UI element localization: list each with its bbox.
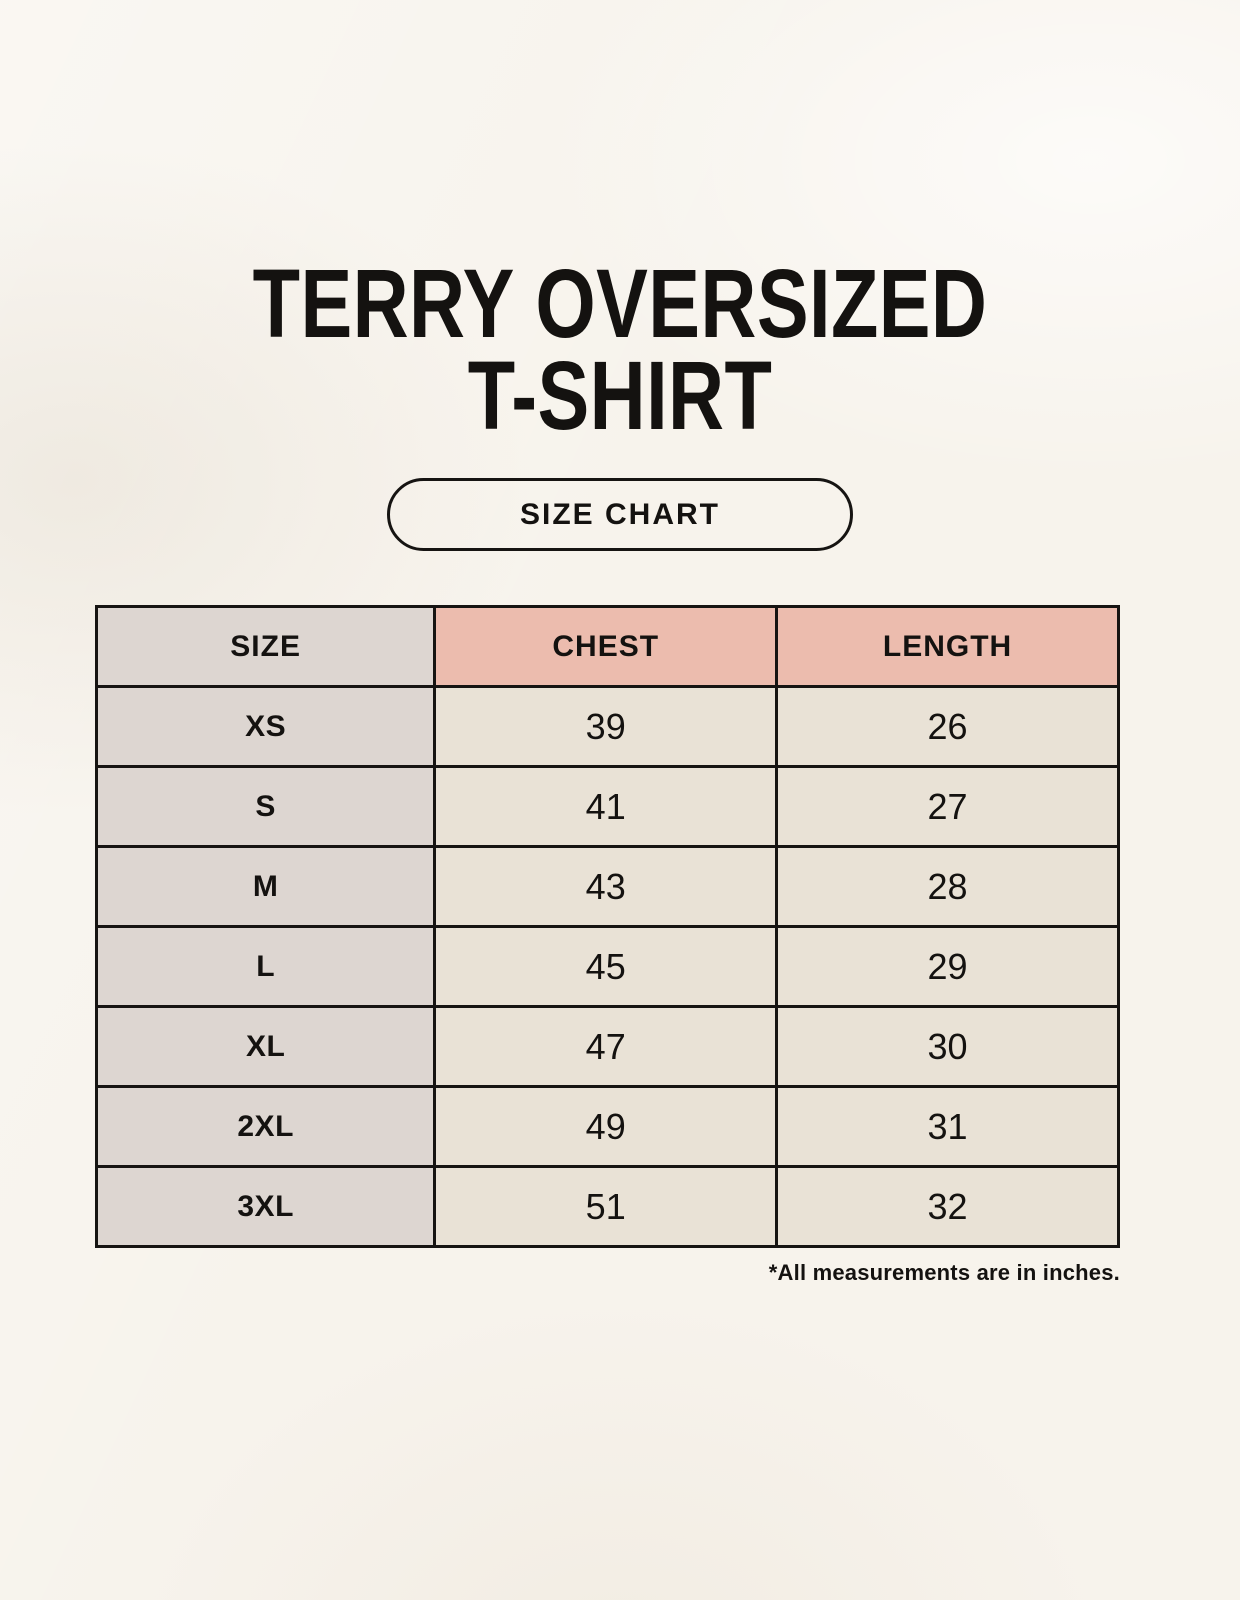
page-title-line-1: TERRY OVERSIZED	[252, 249, 988, 358]
chest-cell: 41	[433, 765, 779, 849]
size-chart-button[interactable]: SIZE CHART	[387, 478, 853, 552]
size-table: SIZE CHEST LENGTH XS 39 26 S 41 27 M 43 …	[94, 605, 1120, 1249]
size-column-header: SIZE	[94, 605, 437, 689]
length-cell: 31	[775, 1085, 1120, 1169]
length-cell: 30	[775, 1005, 1120, 1089]
table-row: L 45 29	[94, 925, 1120, 1009]
table-row: XS 39 26	[94, 685, 1120, 769]
table-row: 3XL 51 32	[94, 1165, 1120, 1249]
page-title: TERRY OVERSIZED T-SHIRT	[124, 249, 1116, 451]
table-row: 2XL 49 31	[94, 1085, 1120, 1169]
length-cell: 27	[775, 765, 1120, 849]
size-cell: M	[94, 845, 437, 929]
size-cell: XL	[94, 1005, 437, 1089]
chest-column-header: CHEST	[433, 605, 779, 689]
page-title-line-2: T-SHIRT	[467, 341, 773, 451]
size-cell: 3XL	[94, 1165, 437, 1249]
size-table-body: XS 39 26 S 41 27 M 43 28 L 45 29 XL 47 3…	[94, 685, 1120, 1249]
chest-cell: 43	[433, 845, 779, 929]
chest-cell: 39	[433, 685, 779, 769]
length-cell: 32	[775, 1165, 1120, 1249]
chest-cell: 47	[433, 1005, 779, 1089]
chest-cell: 51	[433, 1165, 779, 1249]
length-column-header: LENGTH	[775, 605, 1120, 689]
size-cell: XS	[94, 685, 437, 769]
size-cell: L	[94, 925, 437, 1009]
size-cell: S	[94, 765, 437, 849]
table-row: M 43 28	[94, 845, 1120, 929]
table-header-row: SIZE CHEST LENGTH	[94, 605, 1120, 689]
size-chart-page: TERRY OVERSIZED T-SHIRT SIZE CHART SIZE …	[94, 249, 1120, 1286]
chest-cell: 45	[433, 925, 779, 1009]
footnote: *All measurements are in inches.	[768, 1260, 1120, 1286]
chest-cell: 49	[433, 1085, 779, 1169]
table-row: XL 47 30	[94, 1005, 1120, 1089]
length-cell: 26	[775, 685, 1120, 769]
length-cell: 29	[775, 925, 1120, 1009]
size-cell: 2XL	[94, 1085, 437, 1169]
length-cell: 28	[775, 845, 1120, 929]
size-chart-button-label: SIZE CHART	[520, 497, 720, 531]
table-row: S 41 27	[94, 765, 1120, 849]
